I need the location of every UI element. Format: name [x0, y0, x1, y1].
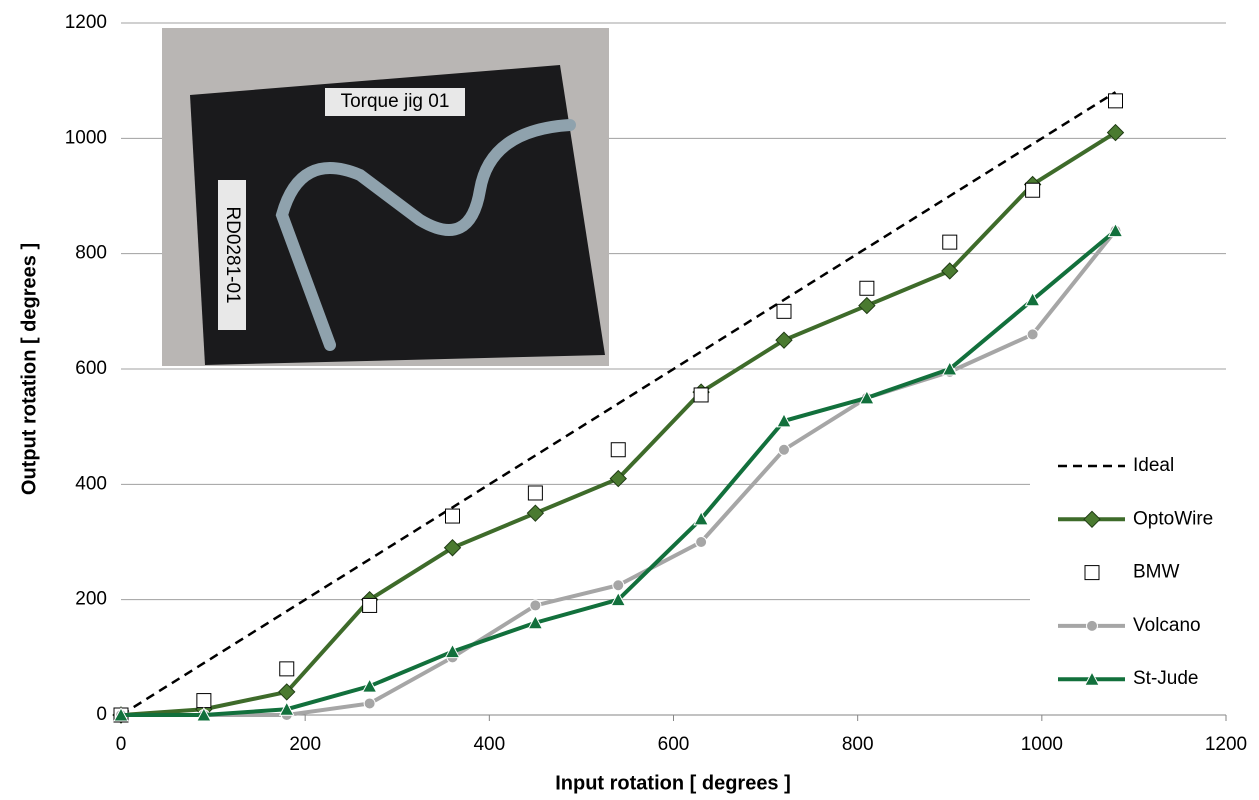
data-point: [443, 539, 462, 557]
legend-label: Volcano: [1133, 615, 1201, 636]
x-tick-label: 600: [658, 734, 690, 755]
data-point: [941, 360, 958, 376]
y-tick-label: 1000: [65, 127, 107, 148]
data-point: [610, 591, 627, 607]
data-point: [942, 234, 958, 250]
data-point: [776, 412, 792, 428]
data-point: [1106, 123, 1125, 142]
y-tick-label: 0: [96, 704, 107, 725]
jig-plate: [190, 65, 605, 365]
x-tick-label: 0: [116, 734, 127, 755]
data-point: [527, 485, 543, 501]
tube: [275, 119, 576, 351]
data-point: [859, 389, 875, 405]
data-point: [1108, 93, 1123, 109]
x-tick-label: 1200: [1205, 734, 1247, 755]
data-point: [278, 701, 295, 716]
data-point: [445, 508, 460, 524]
data-point: [1024, 291, 1041, 307]
data-point: [444, 643, 461, 659]
data-point: [196, 693, 212, 709]
legend-label: OptoWire: [1133, 508, 1213, 529]
photo-label: RD0281-01: [222, 206, 243, 303]
y-tick-label: 400: [75, 473, 107, 494]
legend-label: Ideal: [1133, 455, 1174, 476]
photo: Torque jig 01 RD0281-01: [162, 28, 609, 366]
legend-marker: [1086, 619, 1098, 632]
y-tick-label: 800: [75, 243, 107, 264]
data-point: [612, 579, 625, 592]
x-axis-title: Input rotation [ degrees ]: [555, 772, 791, 794]
legend-marker: [1084, 671, 1100, 686]
legend-label: St-Jude: [1133, 668, 1198, 689]
data-point: [278, 683, 296, 701]
data-point: [361, 678, 378, 693]
data-point: [527, 614, 544, 630]
data-point: [858, 296, 876, 315]
data-point: [778, 443, 790, 456]
y-tick-label: 200: [75, 589, 107, 610]
data-point: [609, 469, 627, 488]
x-tick-label: 200: [289, 734, 321, 755]
x-tick-label: 800: [842, 734, 874, 755]
data-point: [1025, 182, 1041, 198]
series-line: [120, 91, 1117, 717]
photo-label: Torque jig 01: [341, 91, 450, 112]
data-point: [695, 536, 708, 548]
data-point: [941, 262, 959, 280]
data-point: [693, 510, 709, 526]
y-tick-label: 600: [75, 358, 107, 379]
label-bg: [325, 88, 465, 116]
data-point: [775, 331, 793, 349]
data-point: [113, 706, 129, 722]
y-axis-title: Output rotation [ degrees ]: [18, 243, 40, 495]
data-point: [363, 697, 376, 710]
data-point: [693, 387, 709, 403]
x-tick-label: 1000: [1021, 734, 1063, 755]
data-point: [529, 599, 542, 612]
legend-marker: [1083, 510, 1101, 529]
data-point: [362, 597, 378, 613]
data-point: [279, 661, 295, 677]
legend-marker: [1084, 565, 1100, 581]
label-bg: [218, 180, 246, 330]
legend-label: BMW: [1133, 562, 1180, 583]
data-point: [776, 303, 792, 319]
data-point: [610, 442, 626, 458]
x-tick-label: 400: [473, 734, 505, 755]
legend-bg: [1030, 440, 1230, 705]
data-point: [1107, 222, 1124, 238]
data-point: [526, 504, 545, 522]
data-point: [859, 280, 875, 296]
data-point: [196, 706, 212, 722]
legend: Ideal OptoWire BMW Volcano St-Jude: [1030, 440, 1230, 705]
y-tick-label: 1200: [65, 12, 107, 33]
data-point: [1026, 328, 1039, 341]
